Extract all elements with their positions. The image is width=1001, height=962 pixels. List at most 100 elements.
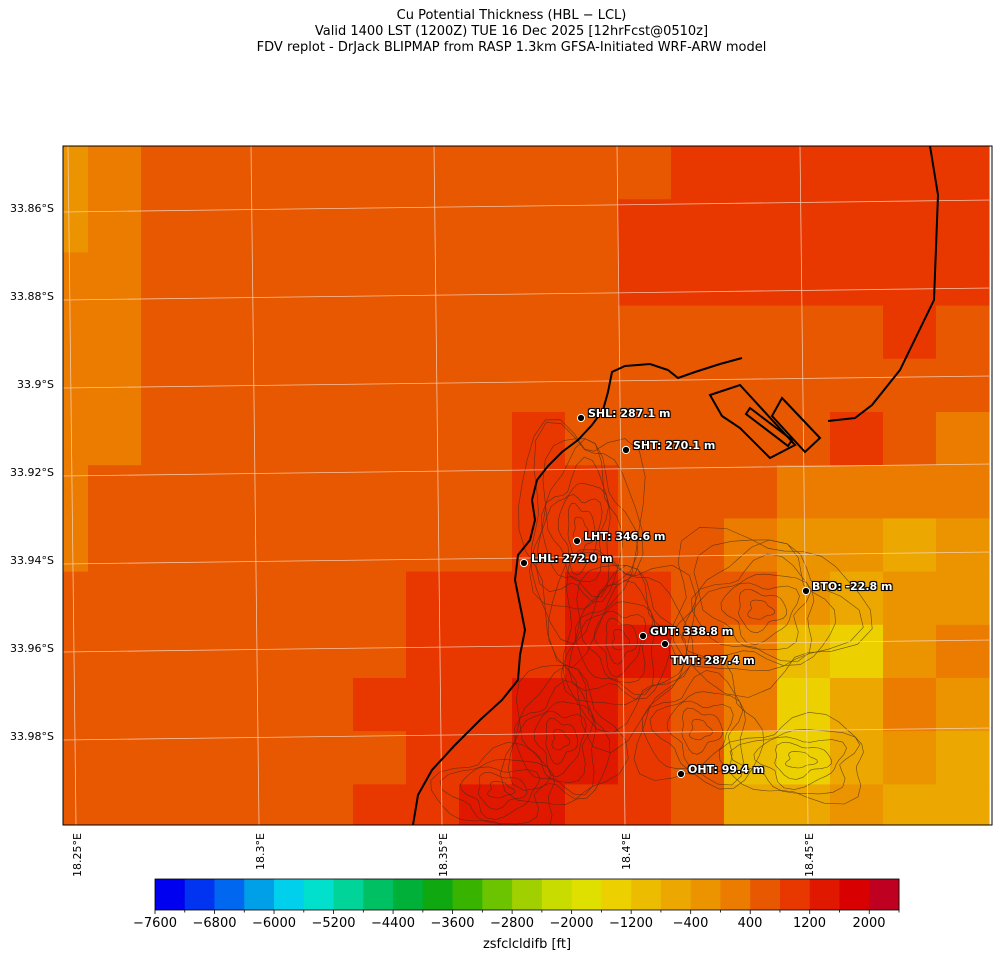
- latitude-line: [63, 287, 992, 301]
- field-cell: [671, 571, 725, 626]
- field-cell: [300, 518, 354, 573]
- field-cell: [936, 199, 990, 253]
- latitude-line: [63, 551, 992, 565]
- field-cell: [300, 252, 354, 307]
- field-cell: [63, 305, 89, 360]
- field-cell: [406, 146, 460, 200]
- field-cell: [883, 465, 937, 519]
- station-marker-tmt: [660, 639, 670, 649]
- field-cell: [247, 678, 301, 732]
- colorbar-swatch: [839, 879, 870, 910]
- colorbar-swatch: [422, 879, 454, 910]
- lat-label: 33.98°S: [10, 730, 54, 743]
- colorbar-swatch: [214, 879, 245, 910]
- chart-title: Cu Potential Thickness (HBL − LCL): [396, 8, 627, 23]
- terrain-contour: [580, 601, 654, 683]
- terrain-contour: [572, 516, 589, 543]
- field-cell: [565, 731, 619, 785]
- field-cell: [830, 412, 884, 466]
- terrain-contour: [477, 772, 528, 810]
- field-cell: [565, 358, 619, 413]
- longitude-line: [616, 146, 626, 825]
- field-cell: [830, 571, 884, 626]
- terrain-contour: [560, 564, 688, 706]
- field-cell: [194, 252, 248, 307]
- field-cell: [88, 252, 142, 307]
- field-cell: [883, 252, 937, 307]
- field-cell: [247, 784, 301, 825]
- field-cell: [883, 146, 937, 200]
- field-cell: [459, 412, 513, 466]
- field-cell: [353, 784, 407, 825]
- field-cell: [830, 678, 884, 732]
- terrain-contour: [568, 564, 670, 700]
- terrain-contour: [666, 700, 734, 768]
- field-cell: [936, 731, 990, 785]
- colorbar-swatch: [631, 879, 662, 910]
- field-cell: [141, 412, 195, 466]
- colorbar-swatch: [155, 879, 186, 910]
- field-cell: [88, 678, 142, 732]
- field-cell: [247, 731, 301, 785]
- terrain-contour: [784, 751, 818, 769]
- field-cell: [88, 412, 142, 466]
- field-cell: [565, 252, 619, 307]
- field-cell: [194, 731, 248, 785]
- field-cell: [406, 571, 460, 626]
- field-cell: [883, 624, 937, 679]
- field-cell: [883, 358, 937, 413]
- chart-source: FDV replot - DrJack BLIPMAP from RASP 1.…: [256, 40, 767, 55]
- field-cell: [936, 624, 990, 679]
- field-cell: [936, 571, 990, 626]
- field-cell: [618, 305, 672, 360]
- station-marker-sht: [621, 445, 631, 455]
- field-cell: [724, 199, 778, 253]
- lat-label: 33.92°S: [10, 466, 54, 479]
- field-cell: [141, 678, 195, 732]
- coastline-east: [827, 146, 940, 422]
- field-cell: [141, 731, 195, 785]
- station-marker-lht: [572, 536, 582, 546]
- field-cell: [63, 678, 89, 732]
- field-cell: [512, 252, 566, 307]
- terrain-contour: [672, 527, 873, 698]
- field-cell: [459, 678, 513, 732]
- colorbar-tick: −4400: [371, 916, 415, 931]
- field-cell: [194, 571, 248, 626]
- field-cell: [830, 518, 884, 573]
- field-cell: [565, 571, 619, 626]
- terrain-contour: [689, 718, 713, 741]
- station-markers: [519, 413, 811, 779]
- colorbar-swatch: [452, 879, 483, 910]
- field-cell: [406, 678, 460, 732]
- field-cell: [300, 678, 354, 732]
- field-cell: [565, 624, 619, 679]
- field-cell: [565, 199, 619, 253]
- latitude-line: [63, 375, 992, 389]
- harbour-pier: [744, 406, 794, 448]
- field-cell: [618, 146, 672, 200]
- field-cell: [300, 784, 354, 825]
- field-cell: [141, 518, 195, 573]
- terrain-contour: [439, 759, 552, 825]
- field-cell: [724, 678, 778, 732]
- field-cell: [512, 146, 566, 200]
- terrain-contour: [562, 551, 694, 734]
- field-cell: [247, 518, 301, 573]
- field-cell: [63, 199, 89, 253]
- field-cell: [936, 252, 990, 307]
- colorbar-swatch: [274, 879, 305, 910]
- chart-subtitle: Valid 1400 LST (1200Z) TUE 16 Dec 2025 […: [314, 24, 709, 39]
- field-cell: [459, 518, 513, 573]
- colorbar-swatch: [541, 879, 573, 910]
- field-cell: [512, 199, 566, 253]
- lon-label: 18.45°E: [803, 833, 816, 877]
- lon-label: 18.25°E: [71, 833, 84, 877]
- field-cell: [406, 412, 460, 466]
- field-cell: [512, 358, 566, 413]
- colorbar-tick: −3600: [430, 916, 475, 931]
- terrain-contour: [545, 717, 578, 765]
- field-cell: [459, 199, 513, 253]
- field-cell: [63, 571, 89, 626]
- harbour-pier: [708, 383, 797, 460]
